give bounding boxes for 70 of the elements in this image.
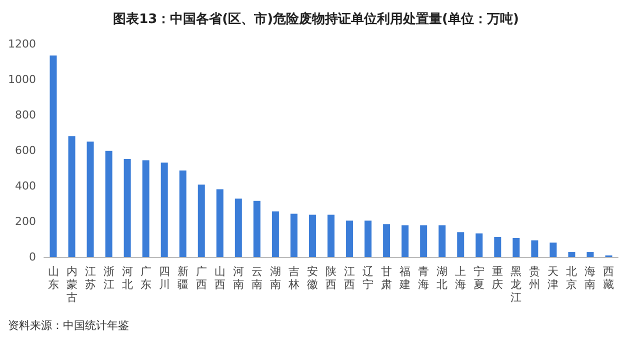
x-tick-label: 甘肃 xyxy=(381,265,392,291)
x-tick-label: 江苏 xyxy=(84,265,96,291)
bar xyxy=(50,56,57,257)
y-tick-label: 600 xyxy=(15,144,36,157)
x-tick-label: 重庆 xyxy=(492,265,504,291)
bar xyxy=(290,214,298,257)
x-tick-label: 浙江 xyxy=(103,265,114,291)
bar xyxy=(586,252,594,257)
x-tick-label: 广西 xyxy=(196,265,207,291)
bar xyxy=(68,136,76,257)
bar xyxy=(198,184,205,257)
x-tick-label: 吉林 xyxy=(287,265,300,291)
bar xyxy=(272,211,279,257)
x-tick-label: 青海 xyxy=(418,265,430,291)
y-tick-label: 400 xyxy=(15,180,36,192)
bar xyxy=(124,159,131,257)
bar xyxy=(420,225,428,257)
bar xyxy=(160,162,168,257)
bar xyxy=(438,225,446,257)
bar xyxy=(402,225,409,257)
y-tick-label: 800 xyxy=(15,108,36,122)
bar xyxy=(457,232,464,257)
x-tick-label: 山东 xyxy=(48,265,59,291)
bar xyxy=(86,142,94,257)
x-tick-label: 海南 xyxy=(584,265,596,291)
x-tick-label: 北京 xyxy=(566,265,578,291)
bar xyxy=(512,238,520,257)
chart-title: 图表13：中国各省(区、市)危险废物持证单位利用处置量(单位：万吨) xyxy=(113,11,519,27)
x-tick-label: 江西 xyxy=(344,265,356,291)
x-tick-label: 广东 xyxy=(140,265,152,291)
bar xyxy=(476,233,483,257)
x-tick-label: 贵州 xyxy=(529,265,540,291)
x-tick-label: 四川 xyxy=(158,265,170,291)
bar xyxy=(216,189,224,257)
x-tick-label: 宁夏 xyxy=(474,265,485,291)
x-tick-label: 湖南 xyxy=(270,265,281,291)
bar xyxy=(142,160,150,257)
x-tick-label: 河南 xyxy=(232,265,244,291)
bar xyxy=(308,214,316,257)
x-tick-label: 山西 xyxy=(214,265,226,291)
x-tick-label: 新疆 xyxy=(177,265,188,291)
y-tick-label: 1200 xyxy=(8,38,36,50)
bar xyxy=(253,200,260,257)
x-tick-label: 陕西 xyxy=(326,265,336,291)
x-tick-label: 河北 xyxy=(122,265,133,291)
bar xyxy=(328,214,334,257)
x-tick-label: 辽宁 xyxy=(362,265,374,291)
x-tick-label: 黑龙江 xyxy=(510,265,522,304)
bar xyxy=(364,220,372,257)
y-tick-label: 1000 xyxy=(8,73,36,86)
bar xyxy=(105,150,112,257)
bar xyxy=(531,240,538,257)
x-tick-label: 安徽 xyxy=(306,265,318,291)
x-tick-label: 云南 xyxy=(251,265,262,291)
bar xyxy=(550,242,557,257)
x-tick-label: 福建 xyxy=(398,265,411,291)
bar xyxy=(346,220,354,257)
x-tick-label: 天津 xyxy=(548,265,559,291)
y-tick-label: 200 xyxy=(15,215,36,228)
x-tick-label: 西藏 xyxy=(603,265,614,291)
bar xyxy=(234,198,242,257)
bar xyxy=(383,224,390,257)
bar xyxy=(494,236,502,257)
y-tick-label: 0 xyxy=(29,250,36,264)
x-tick-label: 上海 xyxy=(455,265,466,291)
bar xyxy=(179,170,186,257)
x-tick-label: 内蒙古 xyxy=(66,265,78,304)
x-tick-label: 湖北 xyxy=(436,265,448,291)
bar xyxy=(568,252,576,257)
text: 资料来源：中国统计年鉴 xyxy=(8,319,129,332)
